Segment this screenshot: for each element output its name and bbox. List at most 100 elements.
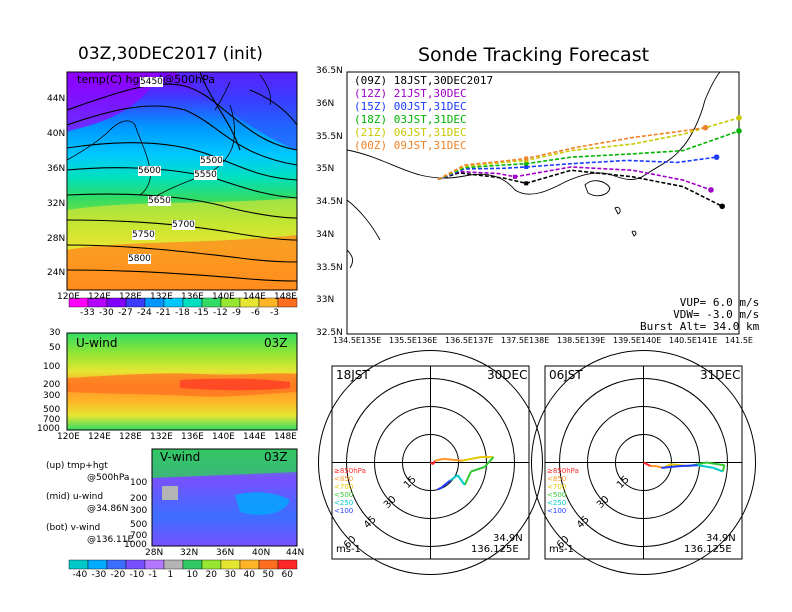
colorbar-swatch	[87, 559, 108, 570]
track-line	[437, 166, 712, 191]
track-ytick: 34.5N	[316, 197, 343, 207]
uwind-ytick: 300	[43, 391, 61, 401]
vwind-field	[152, 449, 297, 546]
track-endpoint	[708, 187, 714, 193]
track-lines	[437, 115, 742, 210]
vwind-xtick: 40N	[252, 548, 271, 558]
colorbar-label: -3	[270, 308, 279, 318]
param-vdw: VDW= -3.0 m/s	[673, 308, 760, 321]
uwind-ytick: 50	[49, 343, 61, 353]
uwind-ytick: 700	[43, 415, 61, 425]
track-ytick: 35N	[316, 164, 335, 175]
hodograph-level: <100	[547, 506, 567, 515]
upper-xtick: 132E	[150, 292, 173, 302]
hodograph-segment	[679, 464, 698, 468]
colorbar-swatch	[239, 559, 260, 570]
hodograph-time: 06JST	[549, 368, 583, 382]
uwind-label: U-wind	[76, 336, 118, 350]
uwind-ytick: 1000	[37, 424, 60, 434]
colorbar-label: -40	[72, 570, 88, 580]
legend-entry: (09Z) 18JST,30DEC2017	[354, 74, 494, 87]
upper-xtick: 140E	[212, 292, 235, 302]
hodograph-level: ≥850hPa	[547, 466, 579, 475]
hodograph-segment	[470, 466, 485, 473]
colorbar-label: 40	[243, 570, 255, 580]
upper-ytick: 40N	[47, 129, 66, 139]
hodograph-level: <850	[547, 474, 567, 483]
upper-xtick: 148E	[274, 292, 297, 302]
uwind-xtick: 128E	[119, 432, 142, 442]
hodograph-level: <100	[334, 506, 354, 515]
hodograph-segment	[713, 466, 724, 473]
hodograph-segment	[721, 464, 726, 472]
track-ytick: 34N	[316, 229, 335, 240]
legend-entry: (18Z) 03JST,31DEC	[354, 113, 467, 126]
track-endpoint	[719, 203, 725, 210]
colorbar-swatch	[201, 559, 222, 570]
burst-marker	[524, 164, 529, 169]
contour-label-5450: 5450	[140, 77, 163, 87]
right-title: Sonde Tracking Forecast	[418, 44, 650, 66]
hodograph-segment	[461, 456, 481, 462]
uwind-xtick: 120E	[57, 432, 80, 442]
hodograph-segment	[456, 474, 466, 486]
upper-ytick: 24N	[47, 268, 66, 278]
note-line: @34.86N	[87, 504, 129, 514]
param-burst: Burst Alt= 34.0 km	[640, 320, 760, 333]
colorbar-swatch	[68, 559, 89, 570]
track-xtick: 138.5E	[557, 336, 585, 345]
track-xtick: 134.5E	[333, 336, 361, 345]
colorbar-swatch	[182, 559, 203, 570]
colorbar-label: -6	[251, 308, 260, 318]
colorbar-label: 20	[205, 570, 217, 580]
uwind-time: 03Z	[264, 336, 288, 350]
legend-entry: (12Z) 21JST,30DEC	[354, 87, 467, 100]
hodograph-level: ≥850hPa	[334, 466, 366, 475]
colorbar-label: 10	[186, 570, 198, 580]
colorbar-label: -10	[129, 570, 145, 580]
hodograph-level: <500	[334, 490, 354, 499]
vwind-label: V-wind	[160, 450, 201, 464]
track-endpoint	[736, 128, 742, 134]
hodograph-segment	[463, 471, 472, 486]
contour-label-5500: 5500	[200, 156, 223, 166]
uwind-xtick: 132E	[150, 432, 173, 442]
track-params: VUP= 6.0 m/s VDW= -3.0 m/s Burst Alt= 34…	[640, 297, 759, 333]
uwind-ytick: 30	[49, 328, 61, 338]
hodograph-segment	[449, 474, 459, 482]
hodograph-segment	[432, 460, 436, 465]
track-line	[437, 117, 740, 181]
uwind-field	[67, 333, 297, 430]
vwind-ytick: 500	[130, 520, 148, 530]
wind-colorbar	[68, 559, 298, 570]
note-line: (mid) u-wind	[46, 492, 104, 502]
hodograph-level: <250	[334, 498, 354, 507]
hodograph-segment	[434, 457, 445, 462]
colorbar-swatch	[144, 559, 165, 570]
colorbar-label: -24	[137, 308, 152, 318]
colorbar-label: 30	[224, 570, 236, 580]
note-line: @500hPa	[87, 473, 130, 483]
hodograph-1	[318, 350, 543, 575]
track-ytick: 33.5N	[316, 262, 343, 273]
hodograph-level: <500	[547, 490, 567, 499]
uwind-xtick: 140E	[212, 432, 235, 442]
track-endpoint	[736, 115, 742, 121]
vwind-xtick: 36N	[216, 548, 235, 558]
colorbar-label: -15	[194, 308, 209, 318]
left-title: 03Z,30DEC2017 (init)	[78, 44, 263, 64]
note-line: (bot) v-wind	[46, 523, 101, 533]
track-xtick: 139.5E	[613, 336, 641, 345]
colorbar-swatch	[258, 559, 279, 570]
colorbar-label: -33	[80, 308, 95, 318]
hodograph-lon: 136.125E	[684, 544, 732, 555]
burst-marker	[524, 181, 529, 186]
burst-marker	[524, 156, 529, 161]
track-line	[437, 126, 706, 181]
colorbar-swatch	[277, 559, 298, 570]
vwind-xtick: 44N	[286, 548, 305, 558]
upper-ytick: 44N	[47, 94, 66, 104]
vwind-frame	[151, 448, 298, 547]
uwind-ytick: 200	[43, 380, 61, 390]
uwind-xtick: 136E	[181, 432, 204, 442]
